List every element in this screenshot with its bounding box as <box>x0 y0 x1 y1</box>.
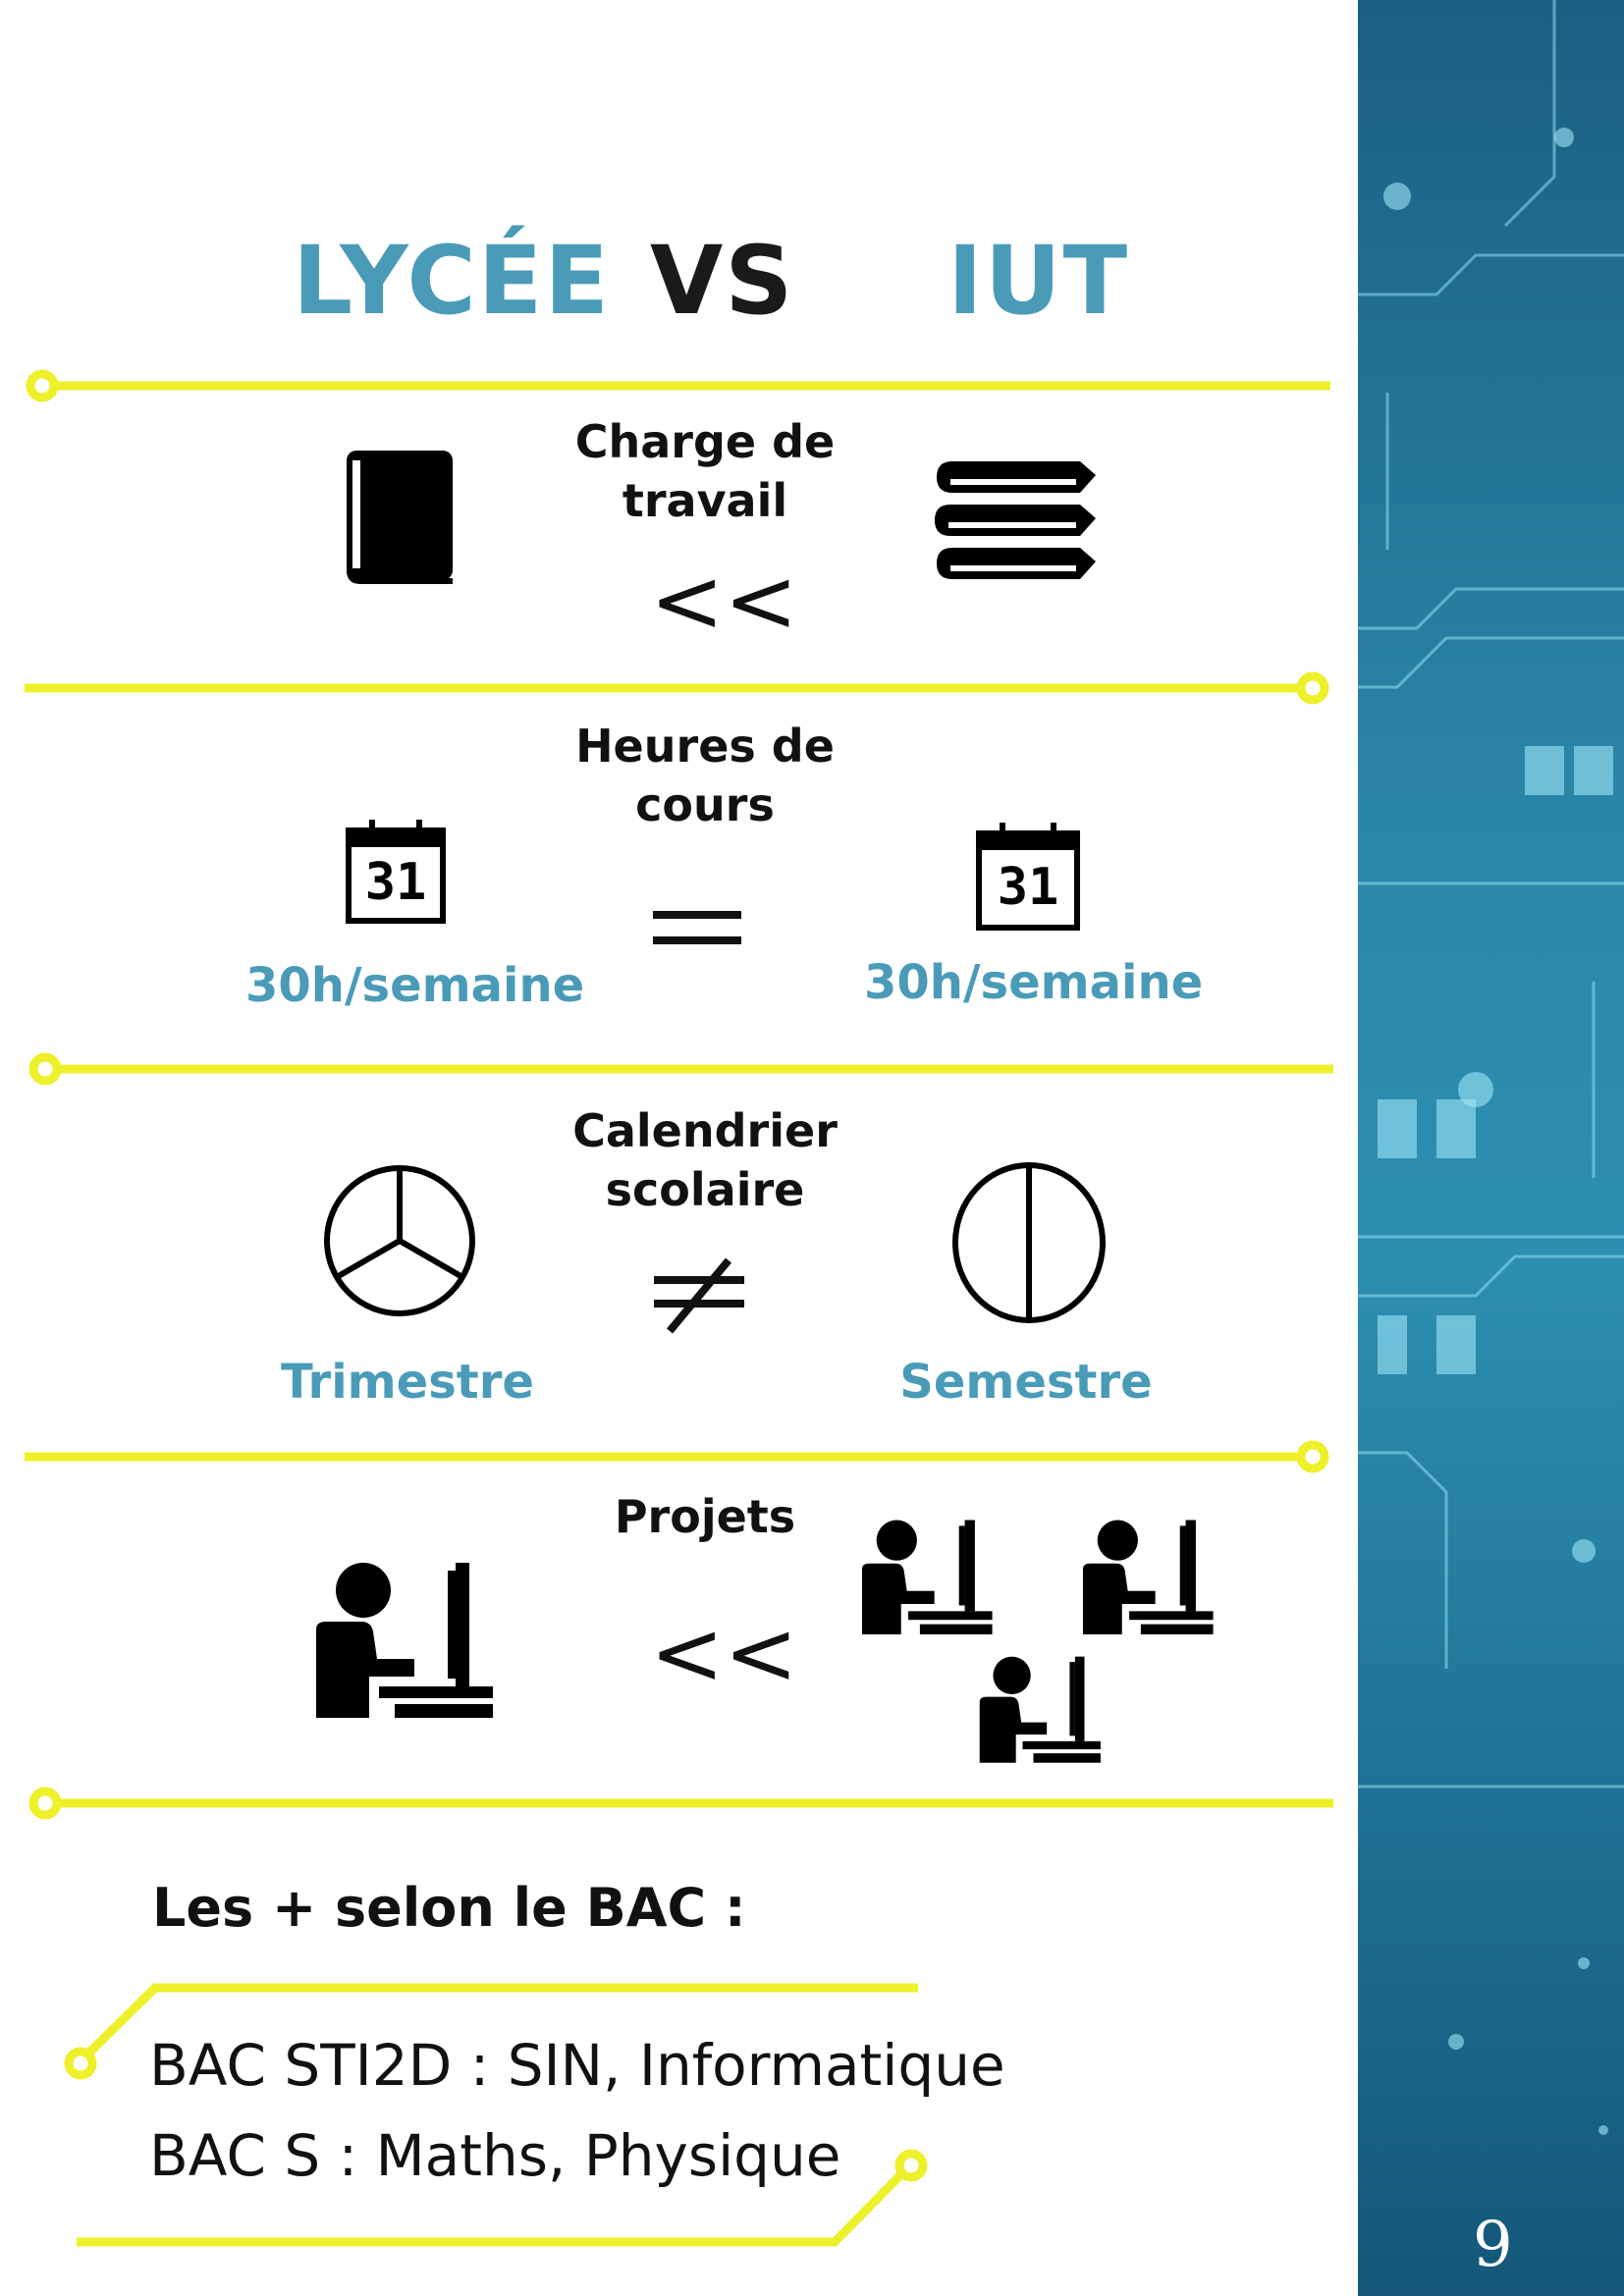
row4-symbol: << <box>650 1602 798 1705</box>
group-person-computer-icon-1 <box>861 1520 993 1634</box>
header-vs: VS <box>650 226 795 336</box>
calendar-icon-left: 31 <box>346 820 446 924</box>
row4-label: Projets <box>614 1490 796 1543</box>
row1-symbol: << <box>650 550 798 653</box>
calendar-icon-right: 31 <box>976 823 1080 931</box>
book-icon <box>347 451 453 584</box>
header-lycee: LYCÉE <box>293 226 611 336</box>
equals-bar-bottom <box>653 936 741 944</box>
bac-line-1: BAC STI2D : SIN, Informatique <box>149 2032 1005 2099</box>
bac-line-2: BAC S : Maths, Physique <box>149 2122 841 2189</box>
circuit-pattern <box>1358 0 1624 2135</box>
row2-left-value: 30h/semaine <box>245 958 585 1013</box>
row3-left-value: Trimestre <box>281 1355 534 1410</box>
separator-lines <box>25 369 1333 2247</box>
circuit-sidebar <box>1358 0 1624 2296</box>
header-iut: IUT <box>947 226 1130 336</box>
not-equal-symbol <box>654 1257 744 1334</box>
person-computer-icon <box>316 1563 493 1718</box>
row1-label: Charge de travail <box>574 415 836 527</box>
row2-right-value: 30h/semaine <box>864 955 1204 1010</box>
bac-title: Les + selon le BAC : <box>152 1877 746 1939</box>
group-person-computer-icon-3 <box>979 1656 1101 1763</box>
row2-label: Heures de cours <box>575 720 835 831</box>
trimester-circle-icon <box>324 1165 475 1316</box>
equals-bar-top <box>653 911 741 919</box>
row3-label: Calendrier scolaire <box>572 1104 838 1216</box>
row3-right-value: Semestre <box>899 1355 1153 1410</box>
page-number: 9 <box>1473 2209 1513 2281</box>
group-person-computer-icon-2 <box>1082 1520 1214 1634</box>
semester-circle-icon <box>952 1162 1106 1323</box>
books-stack-icon <box>935 461 1096 579</box>
